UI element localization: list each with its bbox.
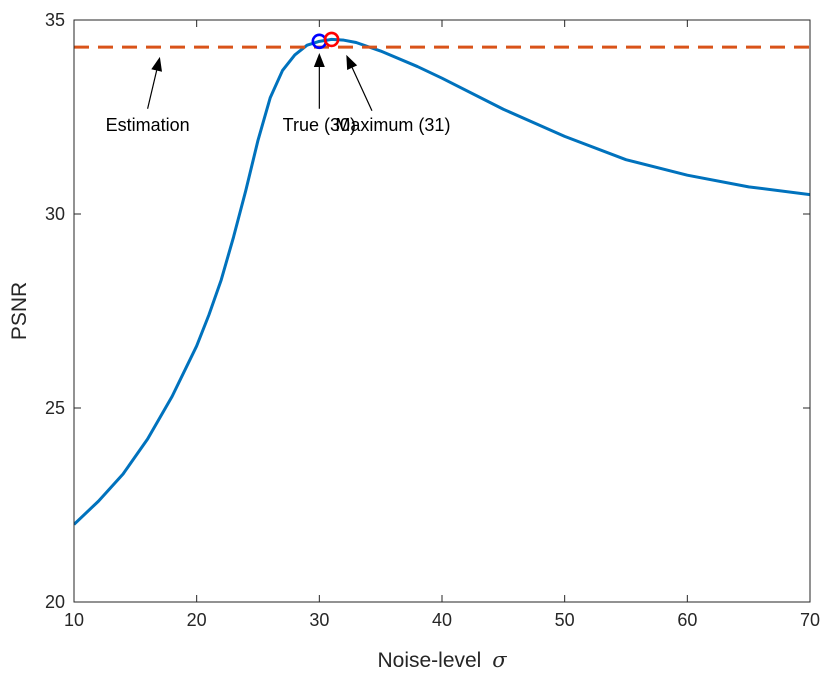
x-tick-label-50: 50 [555, 610, 575, 630]
y-tick-label-35: 35 [45, 10, 65, 30]
annotation-arrowhead-estimation [151, 56, 162, 72]
x-tick-label-30: 30 [309, 610, 329, 630]
y-tick-label-20: 20 [45, 592, 65, 612]
maximum-marker [323, 31, 340, 48]
y-axis-label: PSNR [8, 282, 31, 340]
annotation-arrowhead-true-30 [313, 52, 325, 67]
annotation-arrowhead-maximum-31 [346, 54, 358, 70]
annotation-maximum-31: Maximum (31) [335, 115, 450, 135]
y-tick-label-30: 30 [45, 204, 65, 224]
x-axis-label: Noise-level σ [377, 648, 507, 672]
psnr-curve-line [74, 37, 810, 526]
y-tick-label-25: 25 [45, 398, 65, 418]
x-axis-label-text: Noise-level [377, 649, 481, 672]
x-tick-label-70: 70 [800, 610, 820, 630]
x-tick-label-40: 40 [432, 610, 452, 630]
x-tick-label-10: 10 [64, 610, 84, 630]
annotation-true-30: True (30) [283, 115, 356, 135]
x-tick-label-20: 20 [187, 610, 207, 630]
annotation-arrow-maximum-31 [351, 67, 373, 112]
x-tick-label-60: 60 [677, 610, 697, 630]
annotation-estimation: Estimation [106, 115, 190, 135]
plot-area [74, 20, 810, 602]
x-axis-label-symbol: σ [492, 648, 507, 672]
annotation-arrow-estimation [147, 70, 158, 109]
